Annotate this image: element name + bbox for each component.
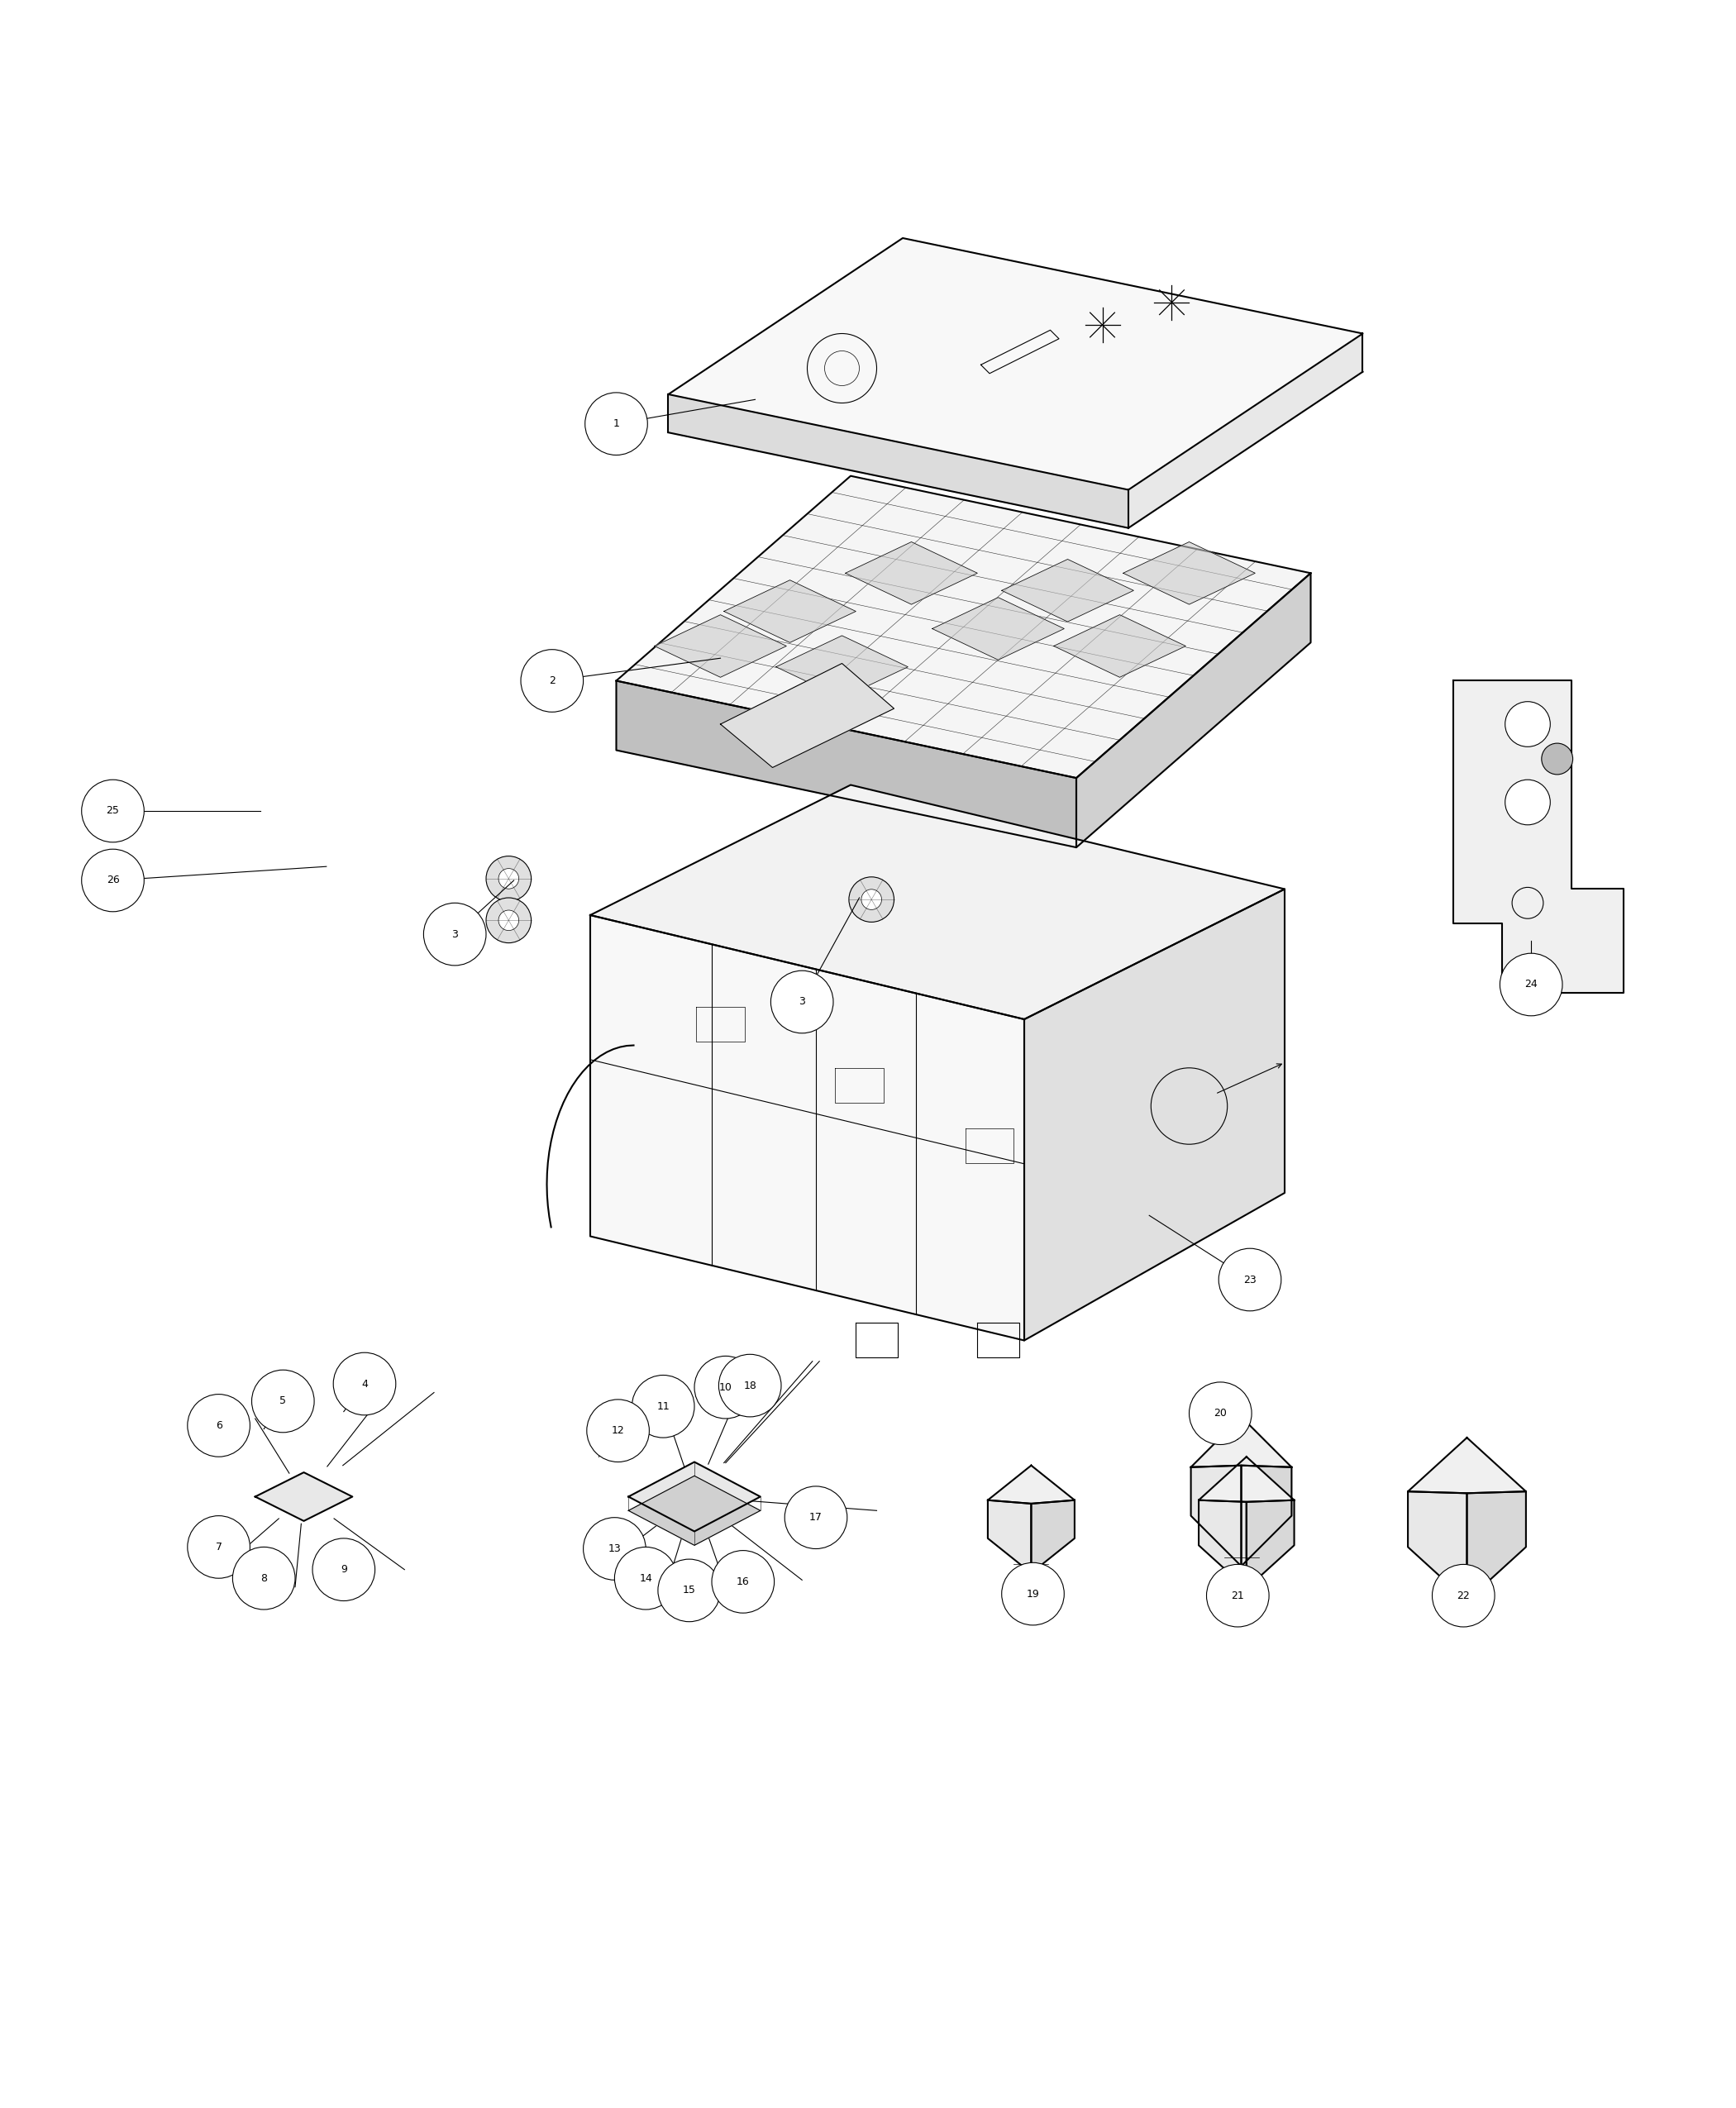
Text: 5: 5: [279, 1395, 286, 1406]
Text: 1: 1: [613, 419, 620, 430]
Text: 3: 3: [799, 997, 806, 1008]
Polygon shape: [724, 580, 856, 643]
Text: 24: 24: [1524, 980, 1538, 991]
Text: 4: 4: [361, 1379, 368, 1389]
Circle shape: [1542, 744, 1573, 774]
Text: 9: 9: [340, 1564, 347, 1575]
Text: 18: 18: [743, 1381, 757, 1391]
Text: 23: 23: [1243, 1275, 1257, 1286]
Circle shape: [771, 970, 833, 1033]
Circle shape: [187, 1393, 250, 1457]
Text: 17: 17: [809, 1511, 823, 1522]
Text: 26: 26: [106, 875, 120, 885]
Polygon shape: [1467, 1492, 1526, 1600]
Circle shape: [719, 1353, 781, 1417]
Polygon shape: [1128, 333, 1363, 527]
Polygon shape: [628, 1476, 760, 1545]
Polygon shape: [1031, 1501, 1075, 1573]
Circle shape: [233, 1547, 295, 1611]
Circle shape: [615, 1547, 677, 1611]
Circle shape: [658, 1560, 720, 1621]
Text: 8: 8: [260, 1573, 267, 1583]
Circle shape: [82, 780, 144, 843]
Polygon shape: [720, 664, 894, 767]
Circle shape: [694, 1355, 757, 1419]
Polygon shape: [1241, 1465, 1292, 1566]
Circle shape: [424, 902, 486, 965]
Polygon shape: [988, 1501, 1031, 1573]
Text: 2: 2: [549, 675, 556, 685]
Circle shape: [632, 1374, 694, 1438]
Polygon shape: [1123, 542, 1255, 605]
Polygon shape: [255, 1471, 352, 1522]
Polygon shape: [932, 597, 1064, 660]
Polygon shape: [1198, 1501, 1246, 1589]
Circle shape: [1207, 1564, 1269, 1627]
Text: 16: 16: [736, 1577, 750, 1587]
Text: 7: 7: [215, 1541, 222, 1551]
Polygon shape: [668, 394, 1128, 527]
Text: 19: 19: [1026, 1589, 1040, 1600]
Text: 12: 12: [611, 1425, 625, 1436]
Circle shape: [861, 890, 882, 911]
Polygon shape: [590, 784, 1285, 1020]
Circle shape: [312, 1539, 375, 1600]
Circle shape: [333, 1353, 396, 1414]
Circle shape: [82, 850, 144, 911]
Circle shape: [1002, 1562, 1064, 1625]
Polygon shape: [988, 1465, 1075, 1503]
Polygon shape: [1191, 1465, 1241, 1566]
Polygon shape: [1408, 1492, 1467, 1600]
Polygon shape: [1024, 890, 1285, 1341]
Polygon shape: [668, 238, 1363, 489]
Polygon shape: [616, 476, 1311, 778]
Text: 20: 20: [1213, 1408, 1227, 1419]
Circle shape: [585, 392, 648, 455]
Polygon shape: [1453, 681, 1623, 993]
Circle shape: [1500, 953, 1562, 1016]
Circle shape: [587, 1400, 649, 1463]
Polygon shape: [1191, 1417, 1292, 1467]
Circle shape: [849, 877, 894, 921]
Circle shape: [498, 911, 519, 930]
Polygon shape: [654, 616, 786, 677]
Polygon shape: [590, 915, 1024, 1341]
Text: 15: 15: [682, 1585, 696, 1596]
Polygon shape: [1054, 616, 1186, 677]
Polygon shape: [1198, 1457, 1293, 1501]
Polygon shape: [628, 1463, 760, 1530]
Circle shape: [583, 1518, 646, 1581]
Polygon shape: [1002, 559, 1134, 622]
Circle shape: [252, 1370, 314, 1433]
Text: 13: 13: [608, 1543, 621, 1554]
Text: 10: 10: [719, 1383, 733, 1393]
Circle shape: [1189, 1383, 1252, 1444]
Text: 25: 25: [106, 805, 120, 816]
Text: 3: 3: [451, 930, 458, 940]
Circle shape: [1505, 780, 1550, 824]
Circle shape: [1219, 1248, 1281, 1311]
Polygon shape: [776, 637, 908, 698]
Polygon shape: [616, 681, 1076, 847]
Circle shape: [187, 1516, 250, 1579]
Polygon shape: [1408, 1438, 1526, 1492]
Circle shape: [486, 898, 531, 942]
Circle shape: [1505, 702, 1550, 746]
Text: 22: 22: [1457, 1589, 1470, 1600]
Polygon shape: [1076, 573, 1311, 847]
Circle shape: [486, 856, 531, 902]
Polygon shape: [845, 542, 977, 605]
Text: 14: 14: [639, 1573, 653, 1583]
Circle shape: [712, 1551, 774, 1613]
Polygon shape: [1246, 1501, 1293, 1589]
Circle shape: [1432, 1564, 1495, 1627]
Text: 11: 11: [656, 1402, 670, 1412]
Text: 21: 21: [1231, 1589, 1245, 1600]
Text: 6: 6: [215, 1421, 222, 1431]
Circle shape: [521, 649, 583, 713]
Circle shape: [498, 868, 519, 890]
Circle shape: [785, 1486, 847, 1549]
